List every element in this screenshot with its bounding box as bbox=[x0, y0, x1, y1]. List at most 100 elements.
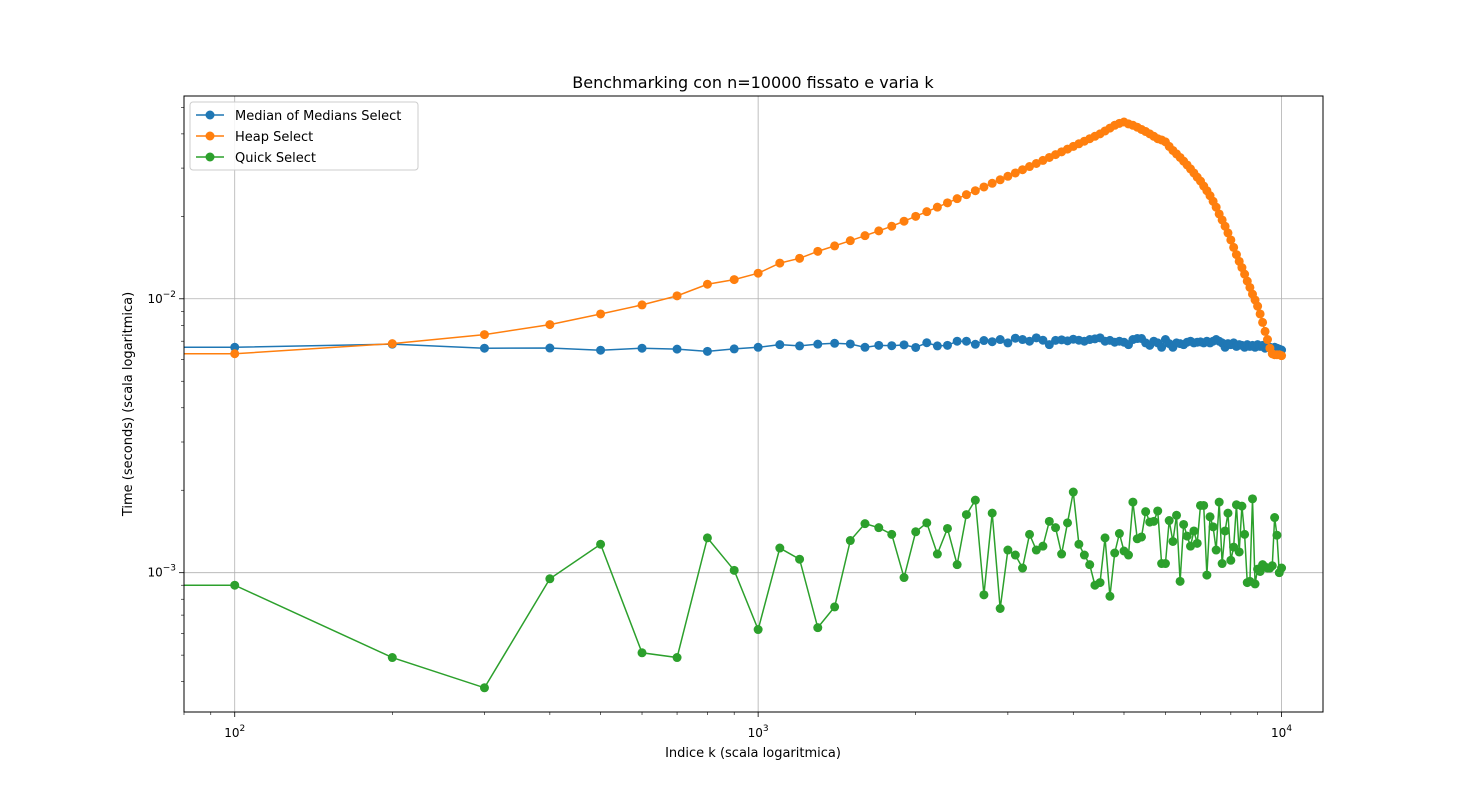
data-point bbox=[961, 336, 971, 346]
data-point bbox=[596, 309, 606, 319]
data-point bbox=[1211, 545, 1221, 555]
data-point bbox=[775, 258, 785, 268]
x-tick-label: 103 bbox=[748, 724, 769, 740]
legend-marker bbox=[205, 131, 215, 141]
data-point bbox=[387, 339, 397, 349]
data-point bbox=[911, 527, 921, 537]
data-point bbox=[970, 339, 980, 349]
data-point bbox=[1240, 529, 1250, 539]
data-point bbox=[672, 344, 682, 354]
data-point bbox=[830, 241, 840, 251]
data-point bbox=[911, 211, 921, 221]
data-point bbox=[672, 653, 682, 663]
data-point bbox=[637, 300, 647, 310]
data-point bbox=[1226, 555, 1236, 565]
data-point bbox=[1205, 512, 1215, 522]
data-point bbox=[230, 580, 240, 590]
data-point bbox=[1038, 541, 1048, 551]
data-point bbox=[1031, 545, 1041, 555]
series-0 bbox=[184, 333, 1287, 356]
data-point bbox=[995, 175, 1005, 185]
data-point bbox=[753, 268, 763, 278]
data-point bbox=[970, 186, 980, 196]
data-point bbox=[1068, 487, 1078, 497]
data-point bbox=[1262, 335, 1272, 345]
data-point bbox=[1110, 548, 1120, 558]
data-point bbox=[1223, 508, 1233, 518]
data-point bbox=[1272, 530, 1282, 540]
data-point bbox=[952, 194, 962, 204]
data-point bbox=[952, 560, 962, 570]
data-point bbox=[1229, 242, 1239, 252]
data-point bbox=[1267, 561, 1277, 571]
data-point bbox=[1128, 497, 1138, 507]
data-point bbox=[230, 342, 240, 352]
data-point bbox=[860, 342, 870, 352]
data-point bbox=[729, 565, 739, 575]
data-point bbox=[922, 338, 932, 348]
data-point bbox=[753, 342, 763, 352]
data-point bbox=[702, 346, 712, 356]
data-point bbox=[970, 495, 980, 505]
data-point bbox=[995, 335, 1005, 345]
data-point bbox=[1255, 309, 1265, 319]
data-point bbox=[1248, 494, 1257, 504]
data-point bbox=[672, 291, 682, 301]
data-point bbox=[1258, 317, 1268, 327]
data-point bbox=[479, 343, 489, 353]
data-point bbox=[637, 343, 647, 353]
legend-marker bbox=[205, 110, 215, 120]
data-point bbox=[1192, 538, 1202, 548]
data-point bbox=[1217, 559, 1227, 569]
data-point bbox=[1253, 301, 1263, 311]
data-point bbox=[1153, 506, 1163, 516]
data-point bbox=[1240, 269, 1250, 279]
data-point bbox=[979, 336, 989, 346]
data-point bbox=[1063, 518, 1073, 528]
data-point bbox=[995, 604, 1005, 613]
data-point bbox=[845, 536, 855, 546]
data-point bbox=[1003, 338, 1013, 348]
data-point bbox=[753, 625, 763, 635]
data-point bbox=[1189, 526, 1199, 536]
data-point bbox=[1025, 162, 1035, 172]
data-point bbox=[1199, 500, 1209, 510]
data-point bbox=[1003, 545, 1013, 555]
data-point bbox=[1179, 519, 1189, 529]
data-point bbox=[1214, 497, 1224, 507]
data-point bbox=[596, 539, 606, 549]
data-point bbox=[1105, 591, 1115, 601]
plot-area-frame bbox=[183, 95, 1324, 713]
data-point bbox=[1018, 335, 1028, 345]
data-point bbox=[1095, 578, 1105, 588]
legend: Median of Medians Select Heap Select Quick… bbox=[189, 101, 419, 171]
data-point bbox=[932, 549, 942, 559]
data-point bbox=[860, 519, 870, 529]
data-point bbox=[1123, 550, 1133, 560]
data-point bbox=[1100, 533, 1110, 543]
data-point bbox=[545, 574, 555, 584]
data-point bbox=[845, 236, 855, 246]
data-point bbox=[729, 344, 739, 354]
axis-ticks: 102 103 104 10−3 10−2 bbox=[147, 107, 1292, 740]
data-point bbox=[545, 343, 555, 353]
data-point bbox=[979, 590, 989, 600]
data-point bbox=[961, 190, 971, 200]
data-point bbox=[1270, 513, 1280, 523]
data-point bbox=[1085, 560, 1095, 570]
data-point bbox=[1234, 547, 1244, 557]
data-point bbox=[1136, 532, 1146, 542]
data-point bbox=[1202, 570, 1212, 580]
data-point bbox=[813, 246, 823, 256]
data-point bbox=[775, 340, 785, 350]
data-point bbox=[1237, 501, 1247, 511]
data-point bbox=[702, 279, 712, 289]
data-point bbox=[1044, 516, 1054, 526]
data-point bbox=[702, 533, 712, 543]
data-point bbox=[1057, 549, 1067, 559]
y-tick-label: 10−2 bbox=[147, 290, 176, 306]
data-point bbox=[1277, 351, 1287, 361]
data-point bbox=[952, 336, 962, 346]
data-point bbox=[479, 330, 489, 340]
